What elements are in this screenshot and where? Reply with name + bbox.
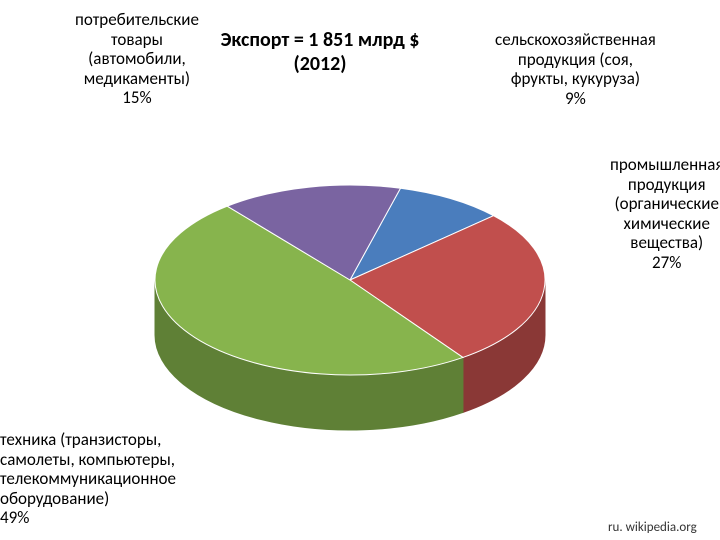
slice-label-agriculture: сельскохозяйственная продукция (соя, фру… — [495, 30, 656, 108]
slice-label-industrial: промышленная продукция (органические хим… — [610, 155, 720, 272]
slice-label-consumer: потребительские товары (автомобили, меди… — [75, 10, 199, 108]
slice-label-tech: техника (транзисторы, самолеты, компьюте… — [0, 430, 230, 528]
chart-title: Экспорт = 1 851 млрд $ (2012) — [170, 28, 470, 76]
chart-title-line2: (2012) — [170, 52, 470, 76]
source-citation: ru. wikipedia.org — [608, 520, 697, 535]
chart-title-line1: Экспорт = 1 851 млрд $ — [170, 28, 470, 52]
